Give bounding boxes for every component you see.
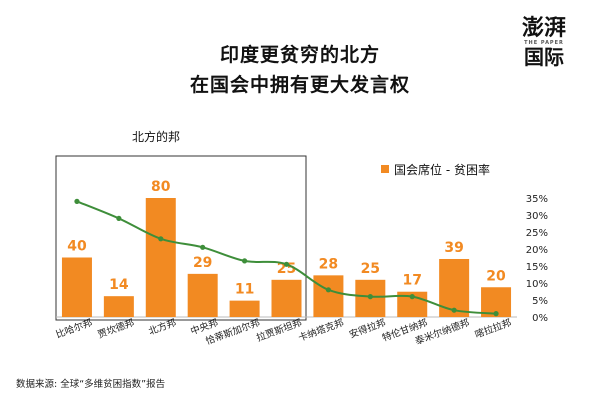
bar-value-label-9: 39 <box>444 240 463 256</box>
y2-tick-label-0: 35% <box>526 194 548 205</box>
bar-value-label-10: 20 <box>486 268 506 284</box>
bar-value-label-2: 80 <box>151 179 171 195</box>
poverty-point-8 <box>409 294 415 300</box>
bar-value-label-3: 29 <box>193 255 212 271</box>
logo-subtitle: THE PAPER <box>524 40 564 46</box>
poverty-point-0 <box>74 198 80 204</box>
poverty-point-9 <box>451 307 457 313</box>
bar-4 <box>229 300 260 317</box>
bar-value-label-4: 11 <box>235 282 254 298</box>
y2-tick-label-7: 0% <box>532 313 548 324</box>
legend-swatch <box>381 165 389 173</box>
y2-tick-label-2: 25% <box>526 228 548 239</box>
poverty-point-1 <box>116 215 122 221</box>
y2-tick-label-6: 5% <box>532 296 548 307</box>
y2-tick-label-1: 30% <box>526 211 548 222</box>
category-label-6: 卡纳塔克邦 <box>297 316 346 344</box>
data-source: 数据来源: 全球“多维贫困指数”报告 <box>16 379 166 390</box>
y2-tick-label-4: 15% <box>526 262 548 273</box>
y2-tick-label-3: 20% <box>526 245 548 256</box>
bar-value-label-6: 28 <box>319 256 338 272</box>
chart-title-line2: 在国会中拥有更大发言权 <box>189 74 410 96</box>
bar-value-label-0: 40 <box>67 239 87 255</box>
logo-text-1: 澎湃 <box>521 15 566 41</box>
bar-3 <box>187 273 218 317</box>
poverty-point-3 <box>200 244 206 250</box>
bar-6 <box>313 275 344 317</box>
category-label-10: 喀拉拉邦 <box>473 316 513 340</box>
thepaper-logo: 澎湃 THE PAPER 国际 <box>512 16 576 68</box>
bar-value-label-5: 25 <box>277 261 296 277</box>
poverty-point-5 <box>283 261 290 267</box>
bar-5 <box>271 279 302 317</box>
bar-2 <box>145 198 176 317</box>
y2-tick-label-5: 10% <box>526 279 548 290</box>
poverty-point-2 <box>158 236 164 242</box>
legend-text: 国会席位 - 贫困率 <box>394 162 490 177</box>
poverty-point-7 <box>367 294 373 300</box>
bar-1 <box>103 296 134 317</box>
poverty-point-10 <box>493 311 499 317</box>
category-label-5: 拉贾斯坦邦 <box>255 316 304 344</box>
poverty-point-6 <box>325 287 332 293</box>
bar-0 <box>61 257 92 317</box>
bar-value-label-8: 17 <box>402 273 421 289</box>
bar-value-label-7: 25 <box>361 261 380 277</box>
poverty-point-4 <box>241 258 248 264</box>
logo-text-2: 国际 <box>524 45 564 69</box>
chart-title-line1: 印度更贫穷的北方 <box>219 44 380 66</box>
northern-states-box <box>55 155 307 321</box>
bar-value-label-1: 14 <box>109 277 129 293</box>
northern-states-label: 北方的邦 <box>132 129 180 144</box>
